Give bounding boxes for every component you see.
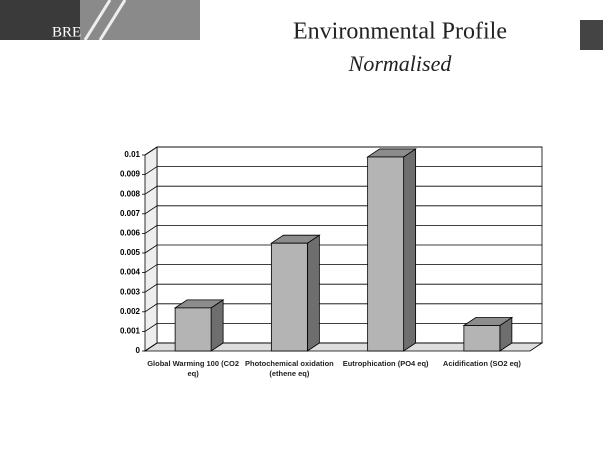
y-tick-label: 0.006	[120, 229, 141, 238]
bar	[463, 325, 501, 352]
y-tick-label: 0.007	[120, 209, 141, 218]
bar-side	[306, 234, 320, 352]
grid-line	[144, 146, 542, 156]
x-tick-label: Global Warming 100 (CO2 eq)	[147, 359, 240, 378]
y-tick-label: 0.004	[120, 268, 141, 277]
bar	[174, 307, 212, 352]
y-tick-label: 0.001	[120, 327, 141, 336]
y-tick-label: 0.008	[120, 189, 141, 198]
bar-side	[210, 299, 224, 352]
header-stripe	[83, 0, 112, 41]
chart-title: Environmental Profile	[293, 19, 507, 45]
y-tick-label: 0	[136, 346, 141, 355]
x-tick-label: Photochemical oxidation (ethene eq)	[244, 359, 334, 378]
chart-subtitle: Normalised	[348, 51, 453, 76]
header-stripe	[98, 0, 127, 41]
y-tick-label: 0.005	[120, 248, 141, 257]
bar	[367, 156, 405, 352]
bar-side	[403, 148, 417, 352]
y-tick-label: 0.009	[120, 170, 141, 179]
bar	[270, 242, 308, 352]
header-image	[80, 0, 200, 40]
y-tick-label: 0.01	[124, 150, 140, 159]
y-tick-label: 0.002	[120, 307, 141, 316]
header-image	[580, 20, 603, 50]
y-tick-label: 0.003	[120, 287, 141, 296]
x-tick-label: Acidification (SO2 eq)	[442, 359, 521, 368]
logo: BRE	[52, 24, 81, 40]
x-tick-label: Eutrophication (PO4 eq)	[342, 359, 429, 368]
